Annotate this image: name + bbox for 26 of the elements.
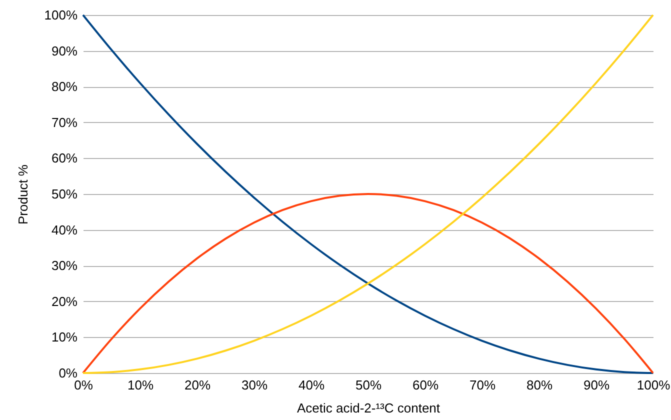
y-tick-label: 60% <box>51 150 78 166</box>
x-tick-label: 40% <box>298 378 325 392</box>
y-tick-label: 70% <box>51 114 78 130</box>
line-series <box>82 14 654 374</box>
y-tick-label: 30% <box>51 258 78 274</box>
line-series <box>82 193 654 374</box>
y-axis-title: Product % <box>15 164 30 224</box>
x-tick-label: 0% <box>74 378 94 392</box>
x-tick-label: 100% <box>636 378 671 392</box>
x-tick-label: 60% <box>412 378 439 392</box>
y-tick-label: 20% <box>51 294 78 309</box>
x-tick-label: 30% <box>241 378 268 392</box>
x-tick-label: 20% <box>184 378 211 392</box>
x-tick-label: 80% <box>526 378 553 392</box>
y-tick-label: 40% <box>51 222 78 238</box>
x-tick-label: 90% <box>583 378 610 392</box>
y-tick-label: 0% <box>58 366 78 380</box>
y-tick-label: 80% <box>51 79 78 94</box>
x-tick-label: 70% <box>469 378 496 392</box>
y-tick-label: 100% <box>44 8 78 22</box>
y-tick-label: 50% <box>51 186 78 202</box>
y-tick-label: 10% <box>51 330 78 345</box>
x-axis-title: Acetic acid-2-¹³C content <box>296 400 440 416</box>
x-tick-label: 50% <box>355 378 382 392</box>
y-tick-label: 90% <box>51 43 78 58</box>
x-tick-label: 10% <box>127 378 154 392</box>
